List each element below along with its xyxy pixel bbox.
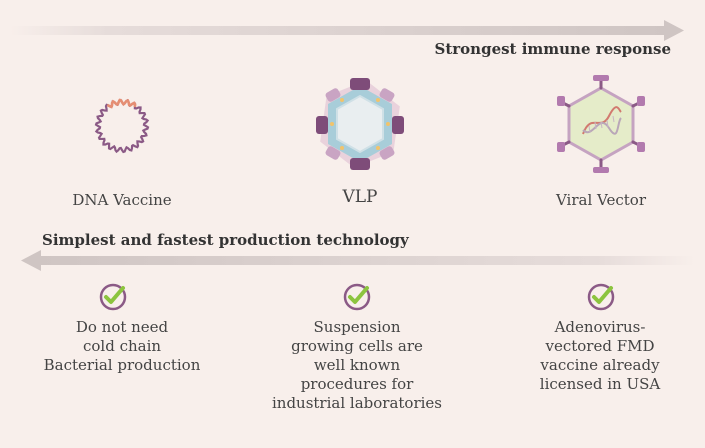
advantage-dna: Do not need cold chain Bacterial product… <box>22 318 222 375</box>
top-arrow-label: Strongest immune response <box>434 40 672 58</box>
bottom-arrow <box>21 250 695 271</box>
viral-vector-icon <box>557 75 645 173</box>
advantage-line: licensed in USA <box>539 375 661 393</box>
check-icon <box>99 283 127 311</box>
advantage-line: vectored FMD <box>545 337 655 355</box>
advantage-line: Do not need <box>75 318 169 336</box>
check-icon <box>343 283 371 311</box>
check-icon <box>587 283 615 311</box>
advantage-line: growing cells are <box>291 337 423 355</box>
vaccine-label-vlp: VLP <box>342 187 378 207</box>
advantage-vlp: Suspension growing cells are well known … <box>257 318 457 413</box>
advantage-line: cold chain <box>82 337 162 355</box>
advantage-line: well known <box>313 356 401 374</box>
virus-like-particle-icon <box>316 78 404 170</box>
top-arrow <box>10 20 684 41</box>
advantage-viral-vector: Adenovirus- vectored FMD vaccine already… <box>500 318 700 394</box>
advantage-line: procedures for <box>300 375 414 393</box>
bottom-arrow-label: Simplest and fastest production technolo… <box>42 231 409 249</box>
vaccine-label-dna: DNA Vaccine <box>72 191 172 209</box>
advantage-line: vaccine already <box>540 356 660 374</box>
advantage-line: Suspension <box>313 318 401 336</box>
dna-plasmid-icon <box>94 98 150 154</box>
vaccine-label-viral-vector: Viral Vector <box>555 191 646 209</box>
advantage-line: industrial laboratories <box>271 394 442 412</box>
advantage-line: Bacterial production <box>43 356 201 374</box>
advantage-line: Adenovirus- <box>554 318 646 336</box>
